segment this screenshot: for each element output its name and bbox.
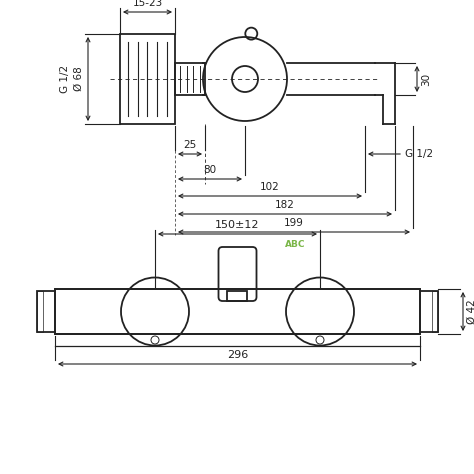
Text: 182: 182 — [275, 200, 295, 210]
Text: Ø 68: Ø 68 — [74, 67, 84, 91]
Text: 25: 25 — [183, 140, 197, 150]
Text: 296: 296 — [227, 350, 248, 360]
Bar — [175, 63, 205, 95]
Bar — [228, 291, 247, 301]
Text: 80: 80 — [203, 165, 217, 175]
Text: 199: 199 — [284, 218, 304, 228]
Bar — [37, 291, 43, 332]
Bar — [55, 289, 420, 334]
Text: G 1/2: G 1/2 — [405, 149, 433, 159]
Bar — [120, 34, 175, 124]
Bar — [432, 291, 438, 332]
Text: ABC: ABC — [285, 239, 305, 248]
Text: Ø 42: Ø 42 — [467, 299, 474, 324]
Bar — [420, 291, 438, 332]
Text: G 1/2: G 1/2 — [60, 65, 70, 93]
Bar — [37, 291, 55, 332]
Text: 30: 30 — [421, 73, 431, 86]
Text: 150±12: 150±12 — [215, 220, 260, 230]
Text: 15-23: 15-23 — [132, 0, 163, 8]
Text: 102: 102 — [260, 182, 280, 192]
